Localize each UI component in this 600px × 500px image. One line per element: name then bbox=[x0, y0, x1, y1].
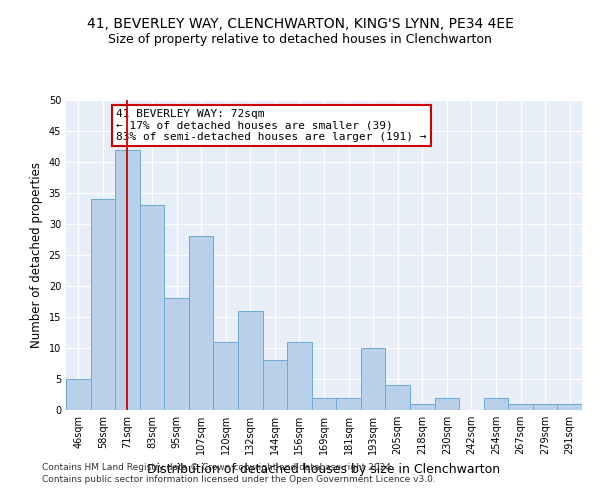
Bar bbox=[557, 404, 582, 410]
Bar bbox=[140, 206, 164, 410]
Bar bbox=[189, 236, 214, 410]
Bar bbox=[484, 398, 508, 410]
X-axis label: Distribution of detached houses by size in Clenchwarton: Distribution of detached houses by size … bbox=[148, 462, 500, 475]
Bar bbox=[434, 398, 459, 410]
Bar bbox=[312, 398, 336, 410]
Bar bbox=[508, 404, 533, 410]
Bar bbox=[214, 342, 238, 410]
Bar bbox=[164, 298, 189, 410]
Bar bbox=[361, 348, 385, 410]
Bar bbox=[91, 199, 115, 410]
Bar bbox=[66, 379, 91, 410]
Bar bbox=[238, 311, 263, 410]
Text: 41, BEVERLEY WAY, CLENCHWARTON, KING'S LYNN, PE34 4EE: 41, BEVERLEY WAY, CLENCHWARTON, KING'S L… bbox=[86, 18, 514, 32]
Bar bbox=[533, 404, 557, 410]
Y-axis label: Number of detached properties: Number of detached properties bbox=[30, 162, 43, 348]
Bar bbox=[336, 398, 361, 410]
Bar bbox=[385, 385, 410, 410]
Text: 41 BEVERLEY WAY: 72sqm
← 17% of detached houses are smaller (39)
83% of semi-det: 41 BEVERLEY WAY: 72sqm ← 17% of detached… bbox=[116, 110, 427, 142]
Bar bbox=[287, 342, 312, 410]
Bar bbox=[115, 150, 140, 410]
Bar bbox=[263, 360, 287, 410]
Text: Contains public sector information licensed under the Open Government Licence v3: Contains public sector information licen… bbox=[42, 475, 436, 484]
Bar bbox=[410, 404, 434, 410]
Text: Size of property relative to detached houses in Clenchwarton: Size of property relative to detached ho… bbox=[108, 32, 492, 46]
Text: Contains HM Land Registry data © Crown copyright and database right 2024.: Contains HM Land Registry data © Crown c… bbox=[42, 464, 394, 472]
